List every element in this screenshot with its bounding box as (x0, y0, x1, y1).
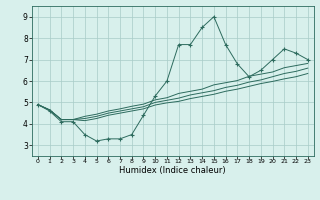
X-axis label: Humidex (Indice chaleur): Humidex (Indice chaleur) (119, 166, 226, 175)
